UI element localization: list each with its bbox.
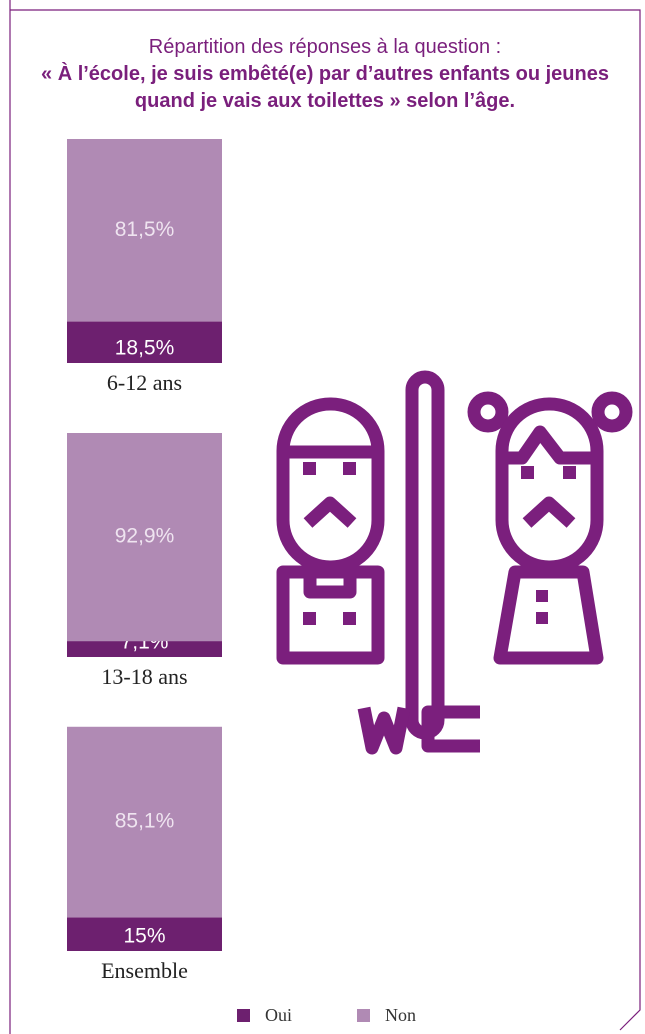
value-label: 85,1%: [115, 810, 175, 833]
bar-segment: [67, 726, 222, 918]
bar-segment: [67, 641, 222, 657]
frame: [9, 0, 641, 1034]
legend-swatch: [357, 1009, 370, 1022]
chart-subtitle: « À l’école, je suis embêté(e) par d’aut…: [41, 63, 609, 112]
category-label: Ensemble: [101, 958, 188, 983]
value-label: 92,9%: [115, 525, 175, 548]
chart-title: Répartition des réponses à la question :: [148, 36, 502, 58]
value-label: 15%: [123, 925, 165, 948]
category-label: 6-12 ans: [107, 370, 182, 395]
bar-segment: [67, 433, 222, 642]
value-label: 18,5%: [115, 337, 175, 360]
category-label: 13-18 ans: [101, 664, 187, 689]
legend-label: Oui: [265, 1005, 292, 1025]
bar-segment: [67, 139, 222, 322]
bar-segment: [67, 321, 222, 363]
wc-icon: [276, 370, 633, 755]
legend-label: Non: [385, 1005, 416, 1025]
bar-segment: [67, 917, 222, 951]
title-block: Répartition des réponses à la question :…: [40, 34, 610, 115]
legend-swatch: [237, 1009, 250, 1022]
value-label: 81,5%: [115, 218, 175, 241]
